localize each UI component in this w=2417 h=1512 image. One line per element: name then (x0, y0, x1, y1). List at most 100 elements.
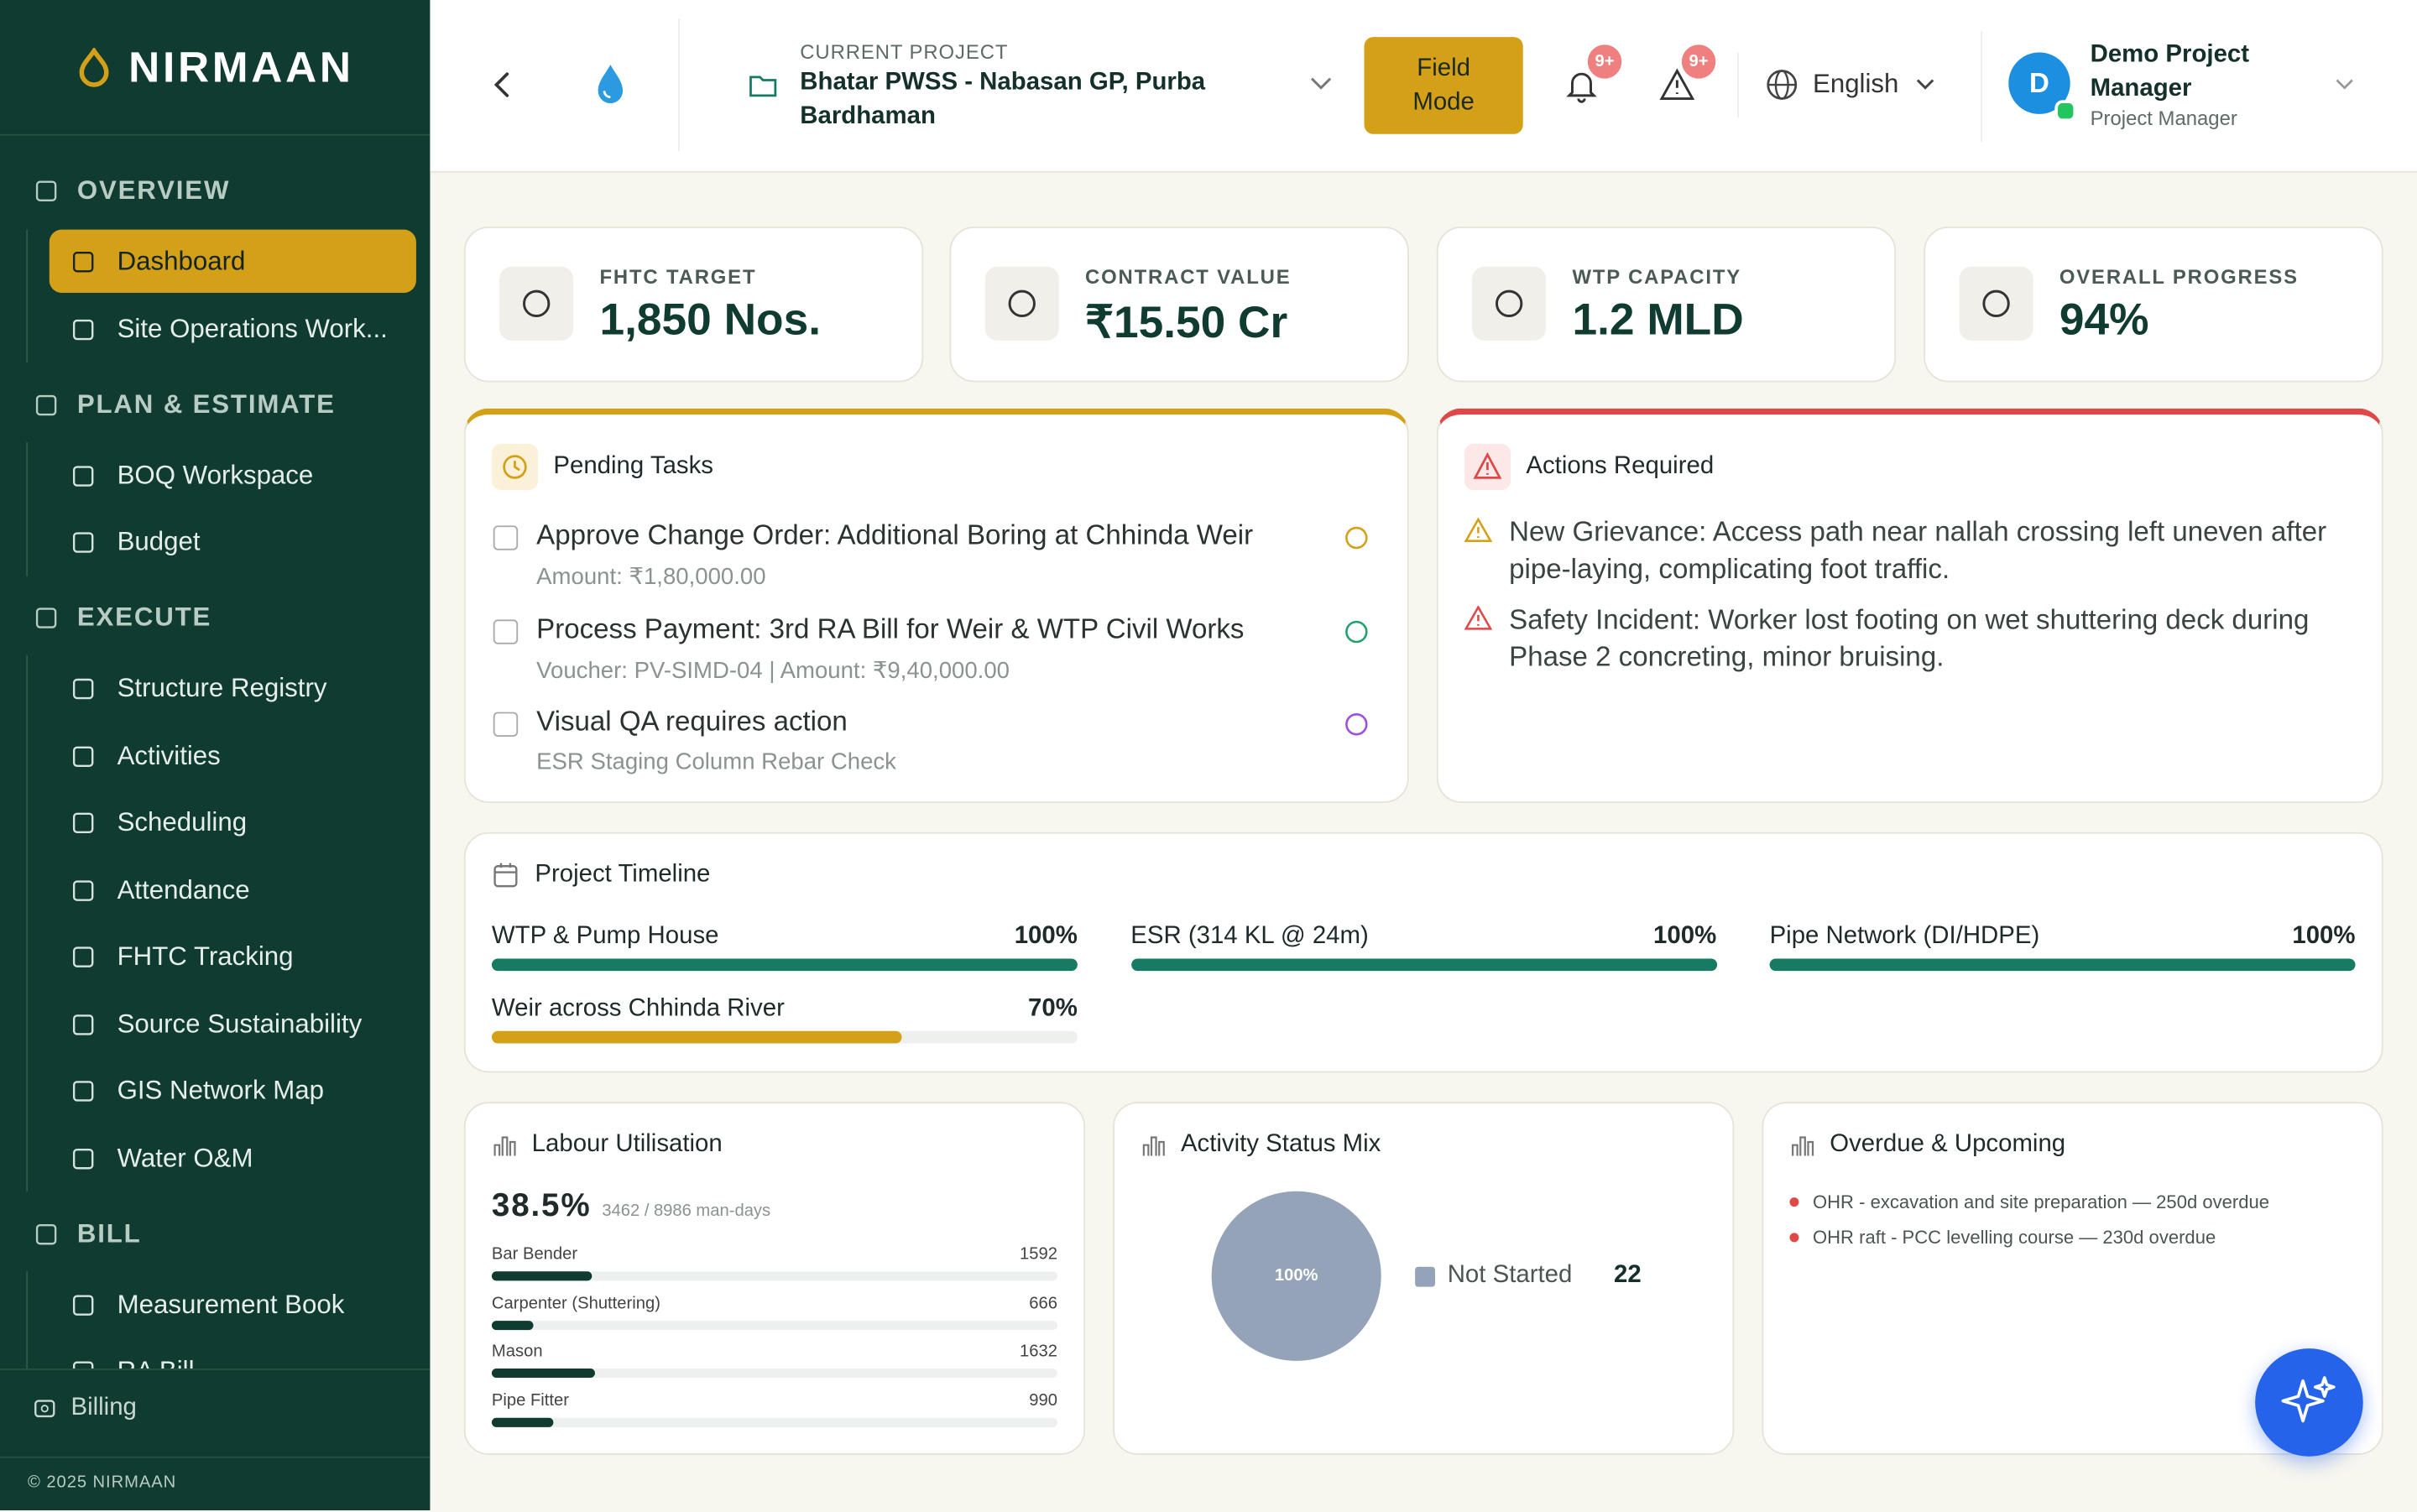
action-icon (1464, 605, 1492, 630)
nav-item[interactable]: Budget (28, 509, 430, 576)
kpi-label: CONTRACT VALUE (1085, 264, 1292, 289)
icon-shape (35, 180, 57, 201)
icon-shape (72, 1014, 94, 1035)
task-icon (1345, 713, 1368, 736)
nav-section-title: OVERVIEW (0, 154, 430, 228)
icon-shape (1464, 518, 1492, 542)
field-mode-button[interactable]: Field Mode (1364, 37, 1523, 134)
nav-item[interactable]: Site Operations Work... (28, 295, 430, 362)
icon-shape (35, 1223, 57, 1244)
nav-item[interactable]: Source Sustainability (28, 991, 430, 1058)
divider (678, 18, 681, 152)
icon (35, 607, 57, 628)
progress-track (491, 1030, 1078, 1044)
nav-item[interactable]: Structure Registry (28, 655, 430, 722)
kpi-label: FHTC TARGET (599, 264, 757, 289)
phase-name: ESR (314 KL @ 24m) (1130, 923, 1369, 950)
logo (80, 47, 110, 86)
card-title: Labour Utilisation (492, 1131, 723, 1159)
nav-label: Budget (117, 527, 201, 557)
task: Approve Change Order: Additional Boring … (492, 514, 1386, 607)
icon-shape (72, 251, 94, 273)
icon (72, 1081, 94, 1102)
nav-items: BOQ Workspace Budget (26, 441, 430, 576)
nav-item[interactable]: BOQ Workspace (28, 442, 430, 509)
billing-link[interactable]: Billing (34, 1395, 137, 1422)
task-title[interactable]: Visual QA requires action (536, 706, 848, 737)
card-title: Pending Tasks (491, 443, 713, 491)
action: New Grievance: Access path near nallah c… (1464, 514, 2328, 587)
actions-card: Actions Required New Grievance: Access p… (1436, 408, 2383, 803)
phase-progress-label: 70% (1028, 995, 1078, 1022)
icon (72, 1014, 94, 1035)
phase-name: WTP & Pump House (491, 923, 719, 950)
overdue-title: Overdue & Upcoming (1830, 1131, 2066, 1158)
nav-item[interactable]: Activities (28, 722, 430, 790)
icon-shape (72, 1361, 94, 1369)
kpi-value: 1.2 MLD (1572, 295, 1744, 346)
task-checkbox[interactable] (493, 712, 519, 737)
nav-label: Dashboard (117, 246, 246, 276)
nav-item[interactable]: Scheduling (28, 790, 430, 857)
overdue-item[interactable]: OHR - excavation and site preparation — … (1789, 1184, 2269, 1219)
task-title[interactable]: Process Payment: 3rd RA Bill for Weir & … (536, 613, 1245, 644)
brand[interactable]: NIRMAAN (0, 0, 431, 136)
nav-item[interactable]: Measurement Book (28, 1271, 430, 1338)
trade-list: Bar Bender 1592 Carpenter (Shuttering) 666 M… (491, 1245, 1058, 1440)
nav-label: Structure Registry (117, 673, 327, 703)
nav-item[interactable]: Attendance (28, 857, 430, 924)
progress-bar (491, 958, 1078, 972)
project-name[interactable]: Bhatar PWSS - Nabasan GP, Purba Bardhama… (800, 69, 1206, 130)
overdue-list: OHR - excavation and site preparation — … (1789, 1184, 2269, 1254)
task-checkbox[interactable] (493, 525, 519, 550)
overdue-text: OHR - excavation and site preparation — … (1813, 1190, 2269, 1212)
nav-label: BOQ Workspace (117, 460, 314, 490)
project-caption: CURRENT PROJECT (800, 39, 1009, 64)
trade-name: Pipe Fitter (491, 1391, 570, 1410)
pie-chart: 100% (1211, 1191, 1381, 1361)
nav-item[interactable]: Dashboard (49, 230, 416, 294)
language-selector[interactable]: English (1765, 68, 1937, 102)
notifications-button[interactable] (1564, 68, 1598, 105)
notifications-badge: 9+ (1587, 44, 1622, 79)
kpi-label: WTP CAPACITY (1572, 264, 1742, 289)
icon (493, 1136, 516, 1156)
icon (72, 532, 94, 553)
nav-section-title: BILL (0, 1197, 430, 1271)
icon (1008, 289, 1036, 318)
trade: Pipe Fitter 990 (491, 1391, 1058, 1440)
card-title: Actions Required (1464, 443, 1714, 491)
labour-separator: / (644, 1202, 650, 1221)
project-dropdown[interactable] (1308, 76, 1333, 91)
overdue-item[interactable]: OHR raft - PCC levelling course — 230d o… (1789, 1219, 2269, 1254)
phase-progress-label: 100% (2292, 923, 2356, 950)
alerts-button[interactable] (1658, 68, 1695, 102)
icon-shape (1982, 289, 2010, 318)
copyright: © 2025 NIRMAAN (0, 1456, 431, 1508)
overdue-dot (1789, 1197, 1799, 1207)
assistant-button[interactable] (2255, 1348, 2363, 1457)
kpi-icon (1959, 266, 2033, 341)
kpi-icon (984, 266, 1059, 341)
task-title[interactable]: Approve Change Order: Additional Boring … (536, 519, 1254, 550)
labour-total: 8986 (653, 1202, 692, 1221)
nav-item[interactable]: FHTC Tracking (28, 924, 430, 991)
nav-section: BILL Measurement Book RA Bill (0, 1197, 430, 1369)
icon (1142, 1136, 1165, 1156)
phase-progress-label: 100% (1014, 923, 1078, 950)
user-menu[interactable] (2334, 77, 2356, 92)
task-checkbox[interactable] (493, 618, 519, 644)
trade-value: 990 (1029, 1391, 1058, 1410)
nav-item[interactable]: Water O&M (28, 1124, 430, 1191)
back-button[interactable] (492, 70, 514, 98)
kpi-card: OVERALL PROGRESS 94% (1924, 227, 2383, 383)
phase: ESR (314 KL @ 24m) 100% (1130, 920, 1717, 982)
trade: Bar Bender 1592 (491, 1245, 1058, 1294)
trade-track (491, 1320, 1058, 1330)
nav-item[interactable]: RA Bill (28, 1338, 430, 1369)
nav-item[interactable]: GIS Network Map (28, 1057, 430, 1124)
icon-shape (72, 1081, 94, 1102)
task-icon (1345, 619, 1368, 643)
progress-bar (491, 1030, 902, 1044)
icon (72, 318, 94, 340)
